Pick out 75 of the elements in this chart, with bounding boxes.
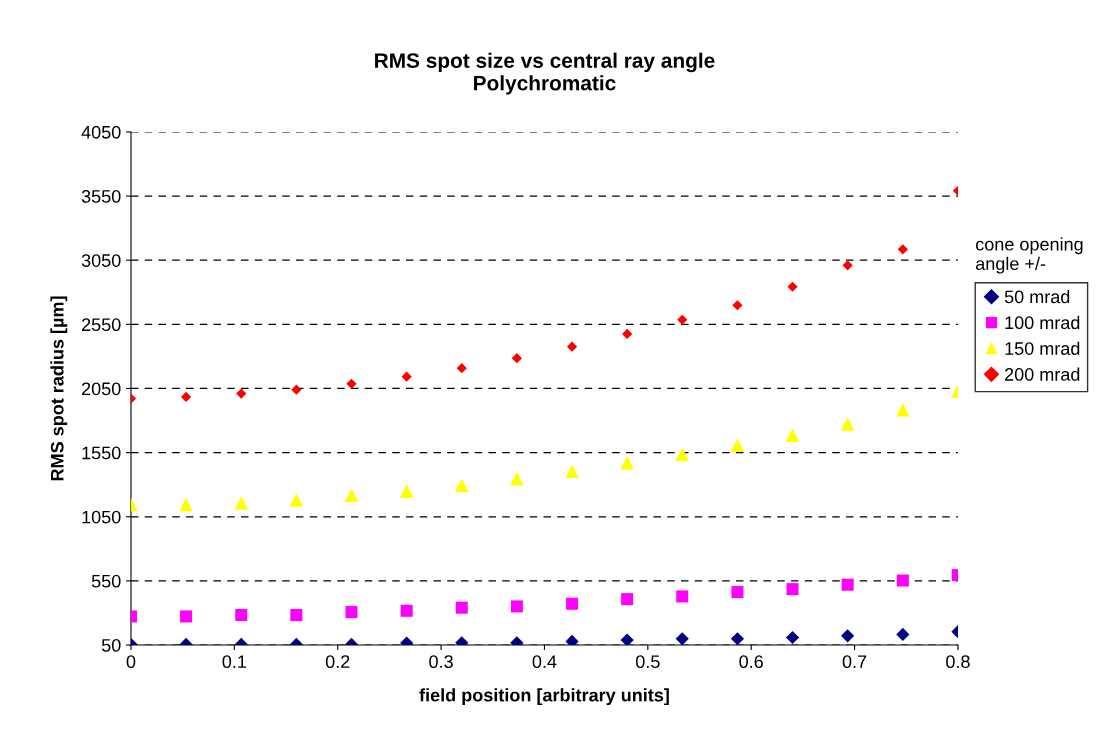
point [456,363,467,374]
point [180,610,193,623]
y-tick-label: 50 [101,638,121,652]
legend-label: 100 mrad [1005,315,1080,330]
x-tick-label: 0 [126,655,136,669]
point [289,493,304,507]
x-tick-label: 0.6 [739,655,763,669]
y-tick-label: 2050 [82,382,121,396]
point [346,378,357,389]
point [676,590,689,603]
x-axis-title: field position [arbitrary units] [419,688,669,706]
point [565,464,579,478]
point [236,388,247,399]
point [677,314,688,325]
x-tick-label: 0.7 [842,655,867,669]
point [399,484,414,498]
point [179,497,193,512]
chart-title: RMS spot size vs central ray angle Polychromatic [375,52,715,95]
y-axis-title: RMS spot radius [µm] [50,296,68,481]
point [840,417,855,431]
legend-title: cone opening angle +/- [975,237,1083,274]
point [675,447,690,461]
legend-label: 150 mrad [1005,341,1080,355]
x-tick-label: 0.8 [946,655,970,669]
point [675,632,689,646]
point [291,384,302,395]
y-tick-label: 4050 [81,125,121,139]
point [730,632,745,646]
point [897,244,908,255]
y-tick-label: 2550 [82,318,121,332]
point [786,583,799,596]
y-tick-label: 1050 [82,510,121,524]
x-tick-label: 0.2 [325,655,350,669]
x-tick-label: 0.1 [222,655,247,669]
legend-label: 50 mrad [1004,289,1070,304]
point [896,402,910,417]
point [785,630,800,645]
point [841,629,855,643]
x-tick-label: 0.5 [635,655,660,669]
point [344,488,359,502]
point [510,600,523,613]
point [730,438,745,452]
y-tick-label: 550 [91,574,121,588]
x-tick-label: 0.4 [532,655,557,669]
point [235,609,248,622]
point [785,428,800,442]
point [732,300,743,311]
point [234,496,249,510]
point [620,633,634,646]
x-tick-label: 0.3 [429,655,453,669]
point [400,604,413,617]
legend-label: 200 mrad [1005,367,1080,381]
point [620,455,634,470]
point [401,371,412,382]
point [510,471,524,486]
point [345,606,358,619]
point [566,341,578,352]
point [842,260,853,271]
point [290,609,303,622]
point [621,593,634,606]
point [841,578,854,591]
point [896,627,910,641]
point [180,391,192,403]
point [454,478,469,492]
point [511,353,522,364]
point [566,597,579,610]
point [622,328,633,340]
point [896,574,909,587]
y-tick-label: 3550 [81,190,121,203]
y-tick-label: 1550 [82,446,121,460]
point [731,586,744,599]
point [455,601,468,614]
point [787,281,798,292]
y-tick-label: 3050 [81,254,121,267]
point [565,634,579,646]
